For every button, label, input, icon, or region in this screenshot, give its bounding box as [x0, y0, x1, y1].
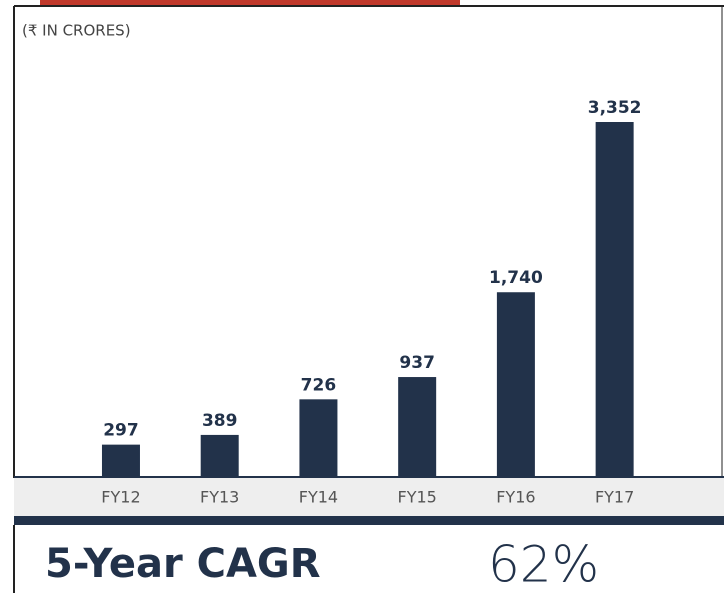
value-label: 389 — [202, 411, 238, 431]
bar — [398, 377, 437, 476]
x-tick-label: FY17 — [595, 488, 634, 507]
value-label: 726 — [301, 375, 337, 395]
cagr-label: 5-Year CAGR — [45, 541, 321, 587]
category-band — [14, 478, 724, 516]
value-label: 297 — [103, 421, 139, 441]
x-tick-label: FY14 — [299, 488, 338, 507]
x-tick-label: FY16 — [496, 488, 535, 507]
divider — [14, 516, 724, 525]
bar — [299, 399, 338, 476]
chart-subtitle: (₹ IN CRORES) — [22, 22, 131, 40]
value-label: 937 — [399, 353, 435, 373]
bar — [101, 444, 140, 476]
value-label: 3,352 — [588, 98, 642, 118]
bar — [496, 292, 535, 476]
x-tick-label: FY13 — [200, 488, 239, 507]
x-tick-label: FY12 — [101, 488, 140, 507]
value-label: 1,740 — [489, 268, 543, 288]
bar — [595, 122, 634, 476]
cagr-value: 62% — [488, 536, 599, 593]
bar — [200, 434, 239, 476]
cut-title-remnant — [40, 0, 460, 5]
x-tick-label: FY15 — [397, 488, 436, 507]
